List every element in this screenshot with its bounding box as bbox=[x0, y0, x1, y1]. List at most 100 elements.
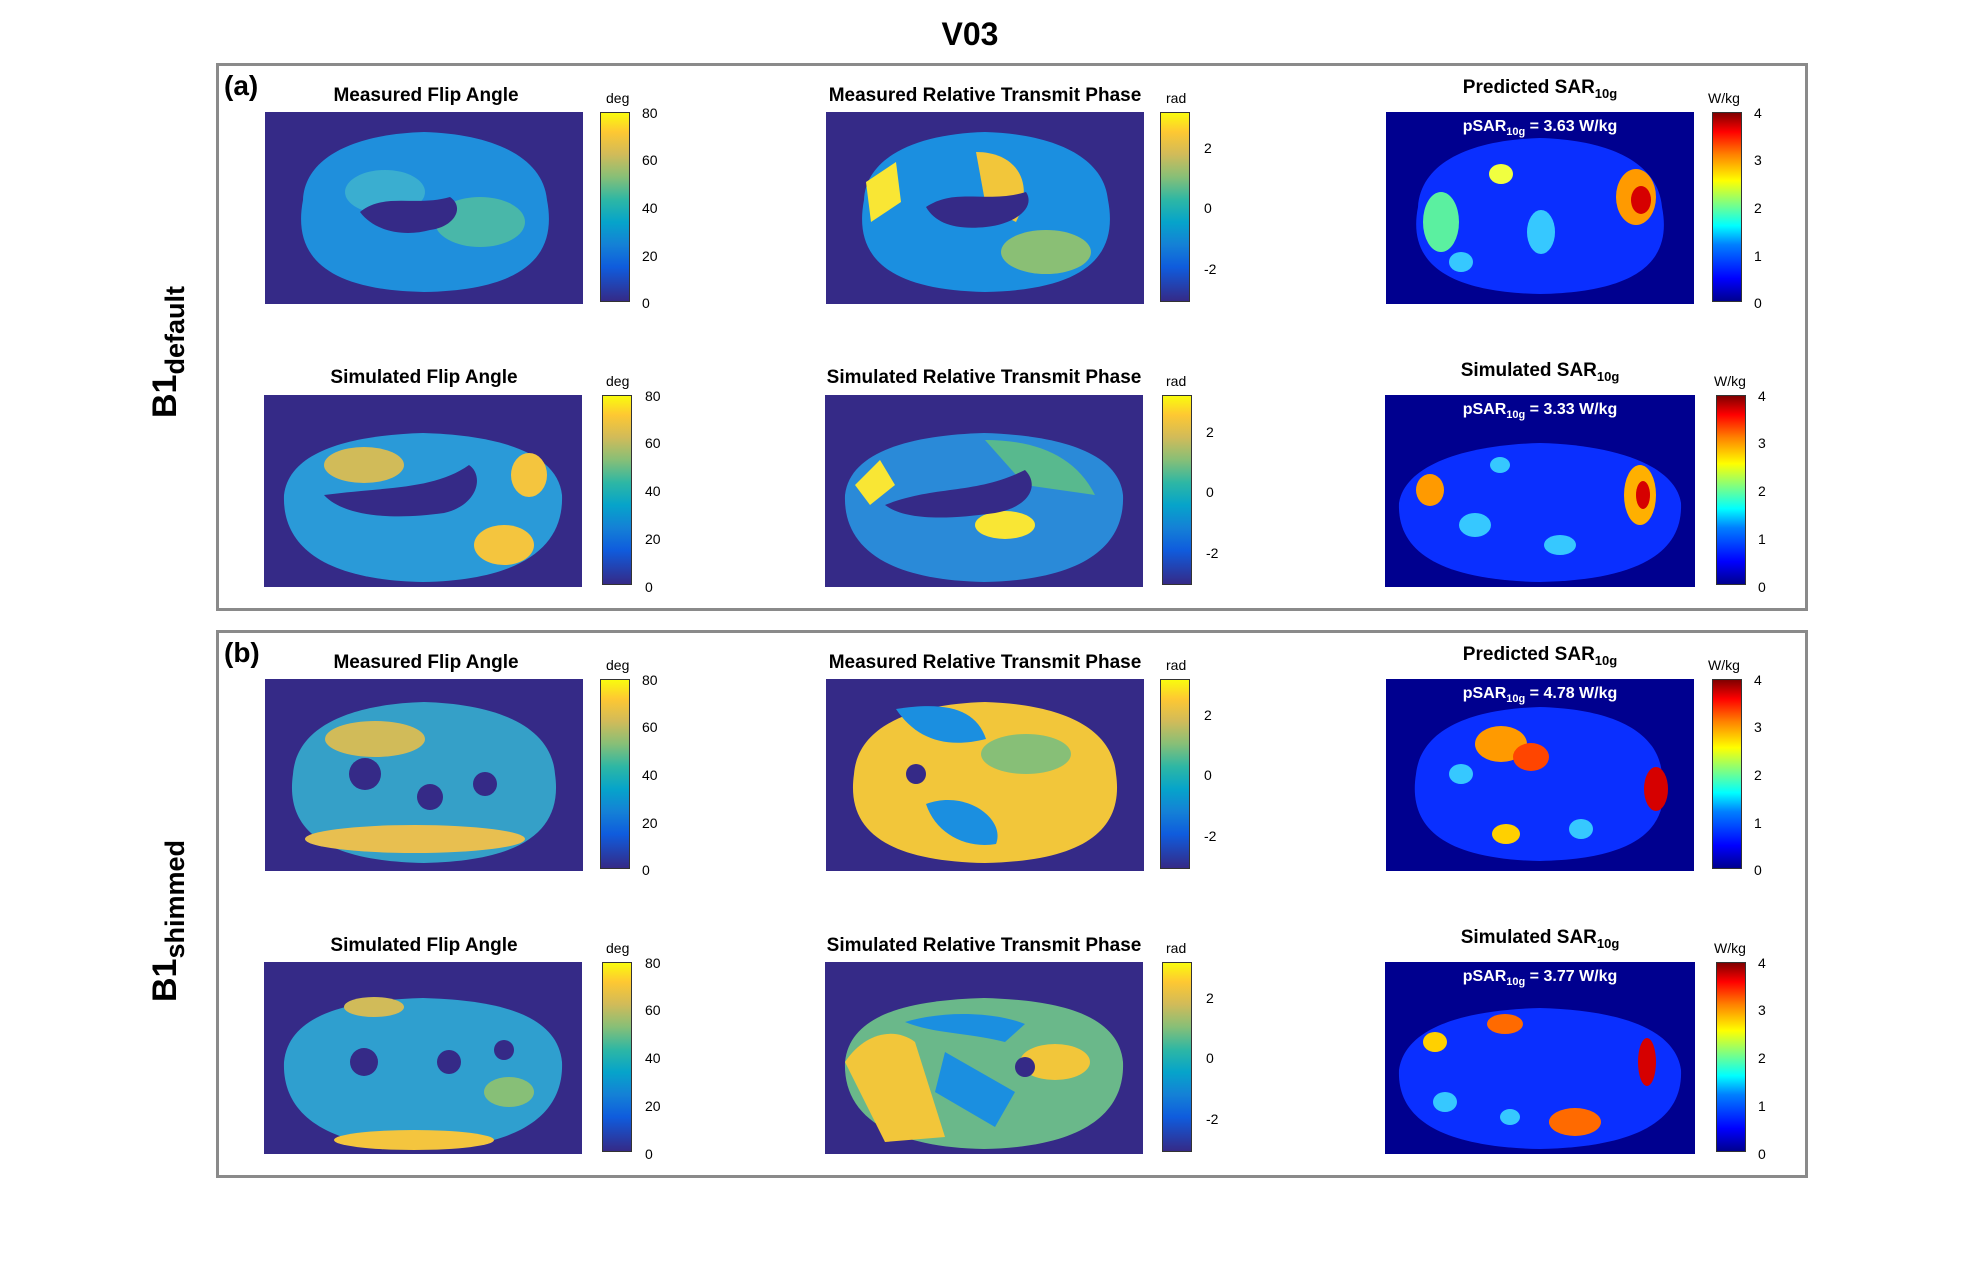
colorbar-tick: 1 bbox=[1758, 1098, 1766, 1114]
colorbar-tick: 40 bbox=[645, 1050, 661, 1066]
panel-b-frame bbox=[216, 630, 1808, 1178]
map-measured-phase-a bbox=[826, 112, 1144, 304]
colorbar-flip-angle-a1 bbox=[600, 112, 630, 302]
map-simulated-sar-a: pSAR10g = 3.33 W/kg bbox=[1385, 395, 1695, 587]
colorbar-tick: 80 bbox=[642, 672, 658, 688]
colorbar-tick: 40 bbox=[642, 767, 658, 783]
colorbar-sar-a1 bbox=[1712, 112, 1742, 302]
colorbar-tick: 0 bbox=[1206, 1050, 1214, 1066]
colorbar-unit: deg bbox=[606, 940, 630, 956]
colorbar-phase-b1 bbox=[1160, 679, 1190, 869]
colorbar-tick: 0 bbox=[1204, 767, 1212, 783]
map-measured-flip-angle-a bbox=[265, 112, 583, 304]
colorbar-tick: 3 bbox=[1754, 719, 1762, 735]
colorbar-tick: 20 bbox=[645, 531, 661, 547]
colorbar-phase-a1 bbox=[1160, 112, 1190, 302]
colorbar-phase-a2 bbox=[1162, 395, 1192, 585]
colorbar-tick: 80 bbox=[645, 388, 661, 404]
colorbar-tick: 60 bbox=[642, 152, 658, 168]
colorbar-tick: 20 bbox=[645, 1098, 661, 1114]
colorbar-sar-b2 bbox=[1716, 962, 1746, 1152]
map-predicted-sar-b: pSAR10g = 4.78 W/kg bbox=[1386, 679, 1694, 871]
title-simulated-phase-b: Simulated Relative Transmit Phase bbox=[826, 935, 1142, 956]
colorbar-tick: 1 bbox=[1754, 248, 1762, 264]
map-measured-flip-angle-b bbox=[265, 679, 583, 871]
map-simulated-phase-a bbox=[825, 395, 1143, 587]
title-predicted-sar-a: Predicted SAR10g bbox=[1462, 77, 1618, 101]
colorbar-tick: -2 bbox=[1206, 545, 1219, 561]
map-measured-phase-b bbox=[826, 679, 1144, 871]
colorbar-tick: 1 bbox=[1758, 531, 1766, 547]
colorbar-tick: 1 bbox=[1754, 815, 1762, 831]
colorbar-tick: 80 bbox=[645, 955, 661, 971]
panel-a-frame bbox=[216, 63, 1808, 611]
colorbar-tick: 2 bbox=[1206, 990, 1214, 1006]
colorbar-tick: 3 bbox=[1758, 1002, 1766, 1018]
colorbar-phase-b2 bbox=[1162, 962, 1192, 1152]
colorbar-tick: 80 bbox=[642, 105, 658, 121]
colorbar-unit: W/kg bbox=[1714, 940, 1746, 956]
colorbar-unit: deg bbox=[606, 373, 630, 389]
title-measured-phase-b: Measured Relative Transmit Phase bbox=[828, 652, 1142, 673]
colorbar-tick: 4 bbox=[1758, 388, 1766, 404]
colorbar-tick: 20 bbox=[642, 248, 658, 264]
colorbar-tick: 0 bbox=[645, 579, 653, 595]
colorbar-unit: deg bbox=[606, 657, 630, 673]
title-simulated-phase-a: Simulated Relative Transmit Phase bbox=[826, 367, 1142, 388]
colorbar-tick: 3 bbox=[1754, 152, 1762, 168]
colorbar-sar-a2 bbox=[1716, 395, 1746, 585]
colorbar-tick: 4 bbox=[1754, 672, 1762, 688]
colorbar-tick: 2 bbox=[1758, 1050, 1766, 1066]
map-simulated-phase-b bbox=[825, 962, 1143, 1154]
colorbar-tick: 4 bbox=[1758, 955, 1766, 971]
colorbar-unit: rad bbox=[1166, 657, 1187, 673]
colorbar-unit: rad bbox=[1166, 940, 1187, 956]
colorbar-tick: 3 bbox=[1758, 435, 1766, 451]
colorbar-tick: -2 bbox=[1204, 828, 1217, 844]
title-measured-flip-angle-b: Measured Flip Angle bbox=[333, 652, 519, 673]
panel-b-label: (b) bbox=[224, 637, 260, 668]
psar-inset-a1: pSAR10g = 3.63 W/kg bbox=[1462, 118, 1618, 139]
colorbar-tick: 0 bbox=[1204, 200, 1212, 216]
map-simulated-flip-angle-a bbox=[264, 395, 582, 587]
title-measured-flip-angle-a: Measured Flip Angle bbox=[333, 85, 519, 106]
colorbar-unit: rad bbox=[1166, 373, 1187, 389]
map-simulated-flip-angle-b bbox=[264, 962, 582, 1154]
colorbar-unit: W/kg bbox=[1708, 90, 1740, 106]
colorbar-unit: deg bbox=[606, 90, 630, 106]
title-simulated-flip-angle-b: Simulated Flip Angle bbox=[330, 935, 518, 956]
psar-inset-b1: pSAR10g = 4.78 W/kg bbox=[1462, 685, 1618, 706]
colorbar-tick: 0 bbox=[645, 1146, 653, 1162]
colorbar-tick: 2 bbox=[1754, 767, 1762, 783]
colorbar-tick: 60 bbox=[642, 719, 658, 735]
colorbar-tick: 0 bbox=[1758, 1146, 1766, 1162]
colorbar-tick: 60 bbox=[645, 435, 661, 451]
title-simulated-sar-b: Simulated SAR10g bbox=[1460, 927, 1620, 951]
colorbar-tick: 0 bbox=[1758, 579, 1766, 595]
title-measured-phase-a: Measured Relative Transmit Phase bbox=[828, 85, 1142, 106]
map-simulated-sar-b: pSAR10g = 3.77 W/kg bbox=[1385, 962, 1695, 1154]
colorbar-unit: W/kg bbox=[1708, 657, 1740, 673]
colorbar-tick: 0 bbox=[1754, 295, 1762, 311]
colorbar-tick: 4 bbox=[1754, 105, 1762, 121]
row-label-default: B1default bbox=[146, 286, 190, 418]
colorbar-tick: 0 bbox=[1206, 484, 1214, 500]
map-predicted-sar-a: pSAR10g = 3.63 W/kg bbox=[1386, 112, 1694, 304]
colorbar-flip-angle-b1 bbox=[600, 679, 630, 869]
colorbar-tick: 2 bbox=[1204, 140, 1212, 156]
colorbar-tick: 0 bbox=[1754, 862, 1762, 878]
colorbar-tick: -2 bbox=[1206, 1111, 1219, 1127]
colorbar-tick: 2 bbox=[1754, 200, 1762, 216]
colorbar-unit: rad bbox=[1166, 90, 1187, 106]
psar-inset-b2: pSAR10g = 3.77 W/kg bbox=[1462, 968, 1618, 989]
title-predicted-sar-b: Predicted SAR10g bbox=[1462, 644, 1618, 668]
colorbar-tick: 20 bbox=[642, 815, 658, 831]
colorbar-flip-angle-a2 bbox=[602, 395, 632, 585]
colorbar-tick: -2 bbox=[1204, 261, 1217, 277]
colorbar-tick: 40 bbox=[645, 483, 661, 499]
figure-title: V03 bbox=[941, 16, 999, 52]
colorbar-tick: 60 bbox=[645, 1002, 661, 1018]
colorbar-tick: 0 bbox=[642, 295, 650, 311]
colorbar-tick: 0 bbox=[642, 862, 650, 878]
panel-a-label: (a) bbox=[224, 70, 259, 101]
